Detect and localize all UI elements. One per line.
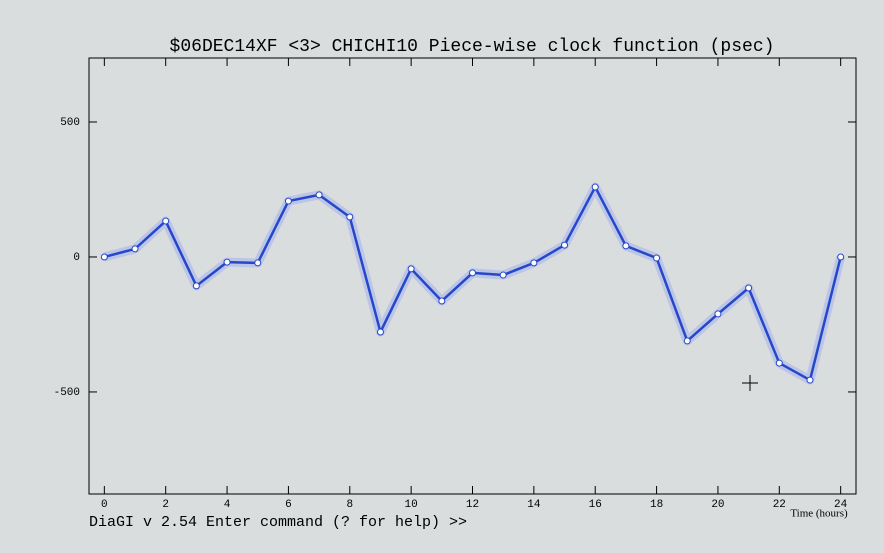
x-axis-label: Time (hours) <box>790 508 848 520</box>
y-tick-label: 0 <box>73 252 80 264</box>
point <box>223 258 231 266</box>
x-tick-label: 2 <box>162 499 169 511</box>
chart-title: $06DEC14XF <3> CHICHI10 Piece-wise clock… <box>170 37 775 57</box>
point <box>530 259 538 267</box>
x-tick-label: 12 <box>466 499 479 511</box>
point <box>683 337 691 345</box>
point <box>407 265 415 273</box>
point <box>591 183 599 191</box>
point <box>775 359 783 367</box>
x-tick-label: 16 <box>589 499 602 511</box>
point <box>561 241 569 249</box>
point <box>254 259 262 267</box>
point <box>346 213 354 221</box>
point <box>100 253 108 261</box>
point <box>653 254 661 262</box>
point <box>714 310 722 318</box>
x-tick-label: 6 <box>285 499 292 511</box>
point <box>284 197 292 205</box>
status-line: DiaGI v 2.54 Enter command (? for help) … <box>89 514 467 531</box>
x-tick-label: 10 <box>405 499 418 511</box>
x-tick-label: 18 <box>650 499 663 511</box>
x-tick-label: 0 <box>101 499 108 511</box>
x-tick-label: 24 <box>834 499 848 511</box>
point <box>192 282 200 290</box>
point <box>469 269 476 277</box>
point <box>806 376 814 384</box>
point <box>499 271 507 279</box>
point <box>131 245 139 253</box>
cursor <box>742 375 758 391</box>
y-tick-label: -500 <box>54 387 80 399</box>
y-tick-label: 500 <box>60 117 80 129</box>
x-tick-label: 14 <box>527 499 541 511</box>
x-tick-label: 22 <box>773 499 786 511</box>
x-tick-label: 8 <box>346 499 353 511</box>
point <box>438 297 446 305</box>
point <box>622 242 630 250</box>
point <box>162 217 170 225</box>
point <box>837 253 845 261</box>
point <box>376 328 384 336</box>
point <box>315 191 323 199</box>
point <box>745 284 753 292</box>
x-tick-label: 4 <box>224 499 231 511</box>
x-tick-label: 20 <box>711 499 724 511</box>
